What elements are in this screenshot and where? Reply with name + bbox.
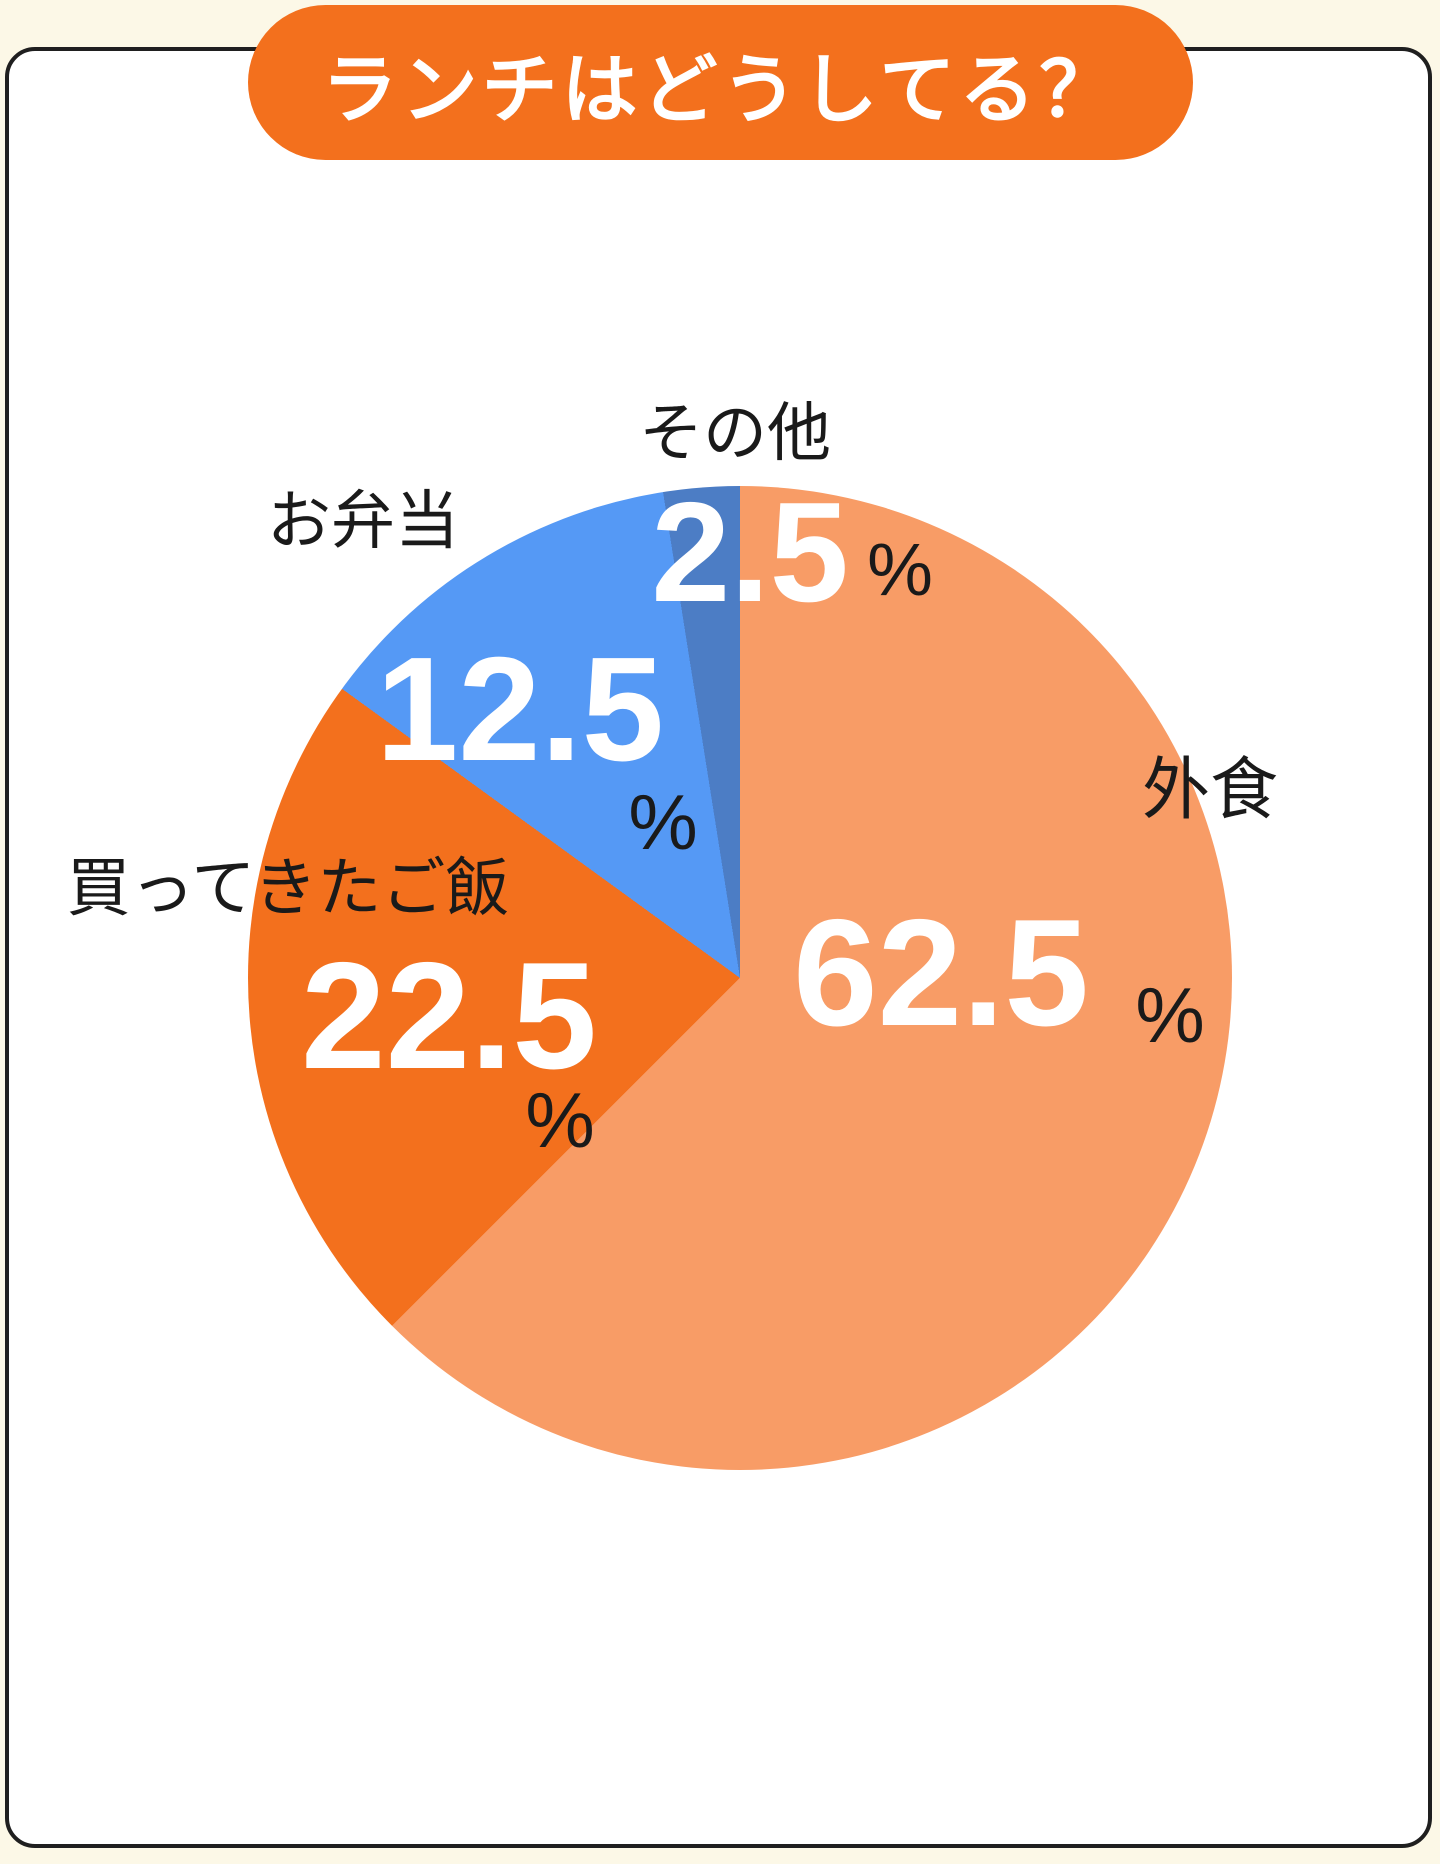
slice-label-other: その他	[639, 397, 831, 469]
slice-value-eating-out: 62.5	[793, 888, 1089, 1058]
percent-sign-other: %	[867, 528, 933, 611]
percent-sign-bought-food: %	[525, 1076, 595, 1164]
title-pill: ランチはどうしてる？	[248, 5, 1193, 160]
slice-value-bento: 12.5	[375, 627, 665, 792]
page-title: ランチはどうしてる？	[321, 47, 1120, 133]
slice-label-eating-out: 外食	[1141, 752, 1279, 828]
pie-chart	[248, 486, 1232, 1470]
slice-value-other: 2.5	[651, 473, 849, 632]
percent-sign-bento: %	[628, 778, 698, 866]
percent-sign-eating-out: %	[1135, 971, 1205, 1059]
slice-value-bought-food: 22.5	[301, 931, 597, 1101]
slice-label-bento: お弁当	[267, 485, 459, 557]
slice-label-bought-food: 買ってきたご飯	[66, 852, 510, 924]
